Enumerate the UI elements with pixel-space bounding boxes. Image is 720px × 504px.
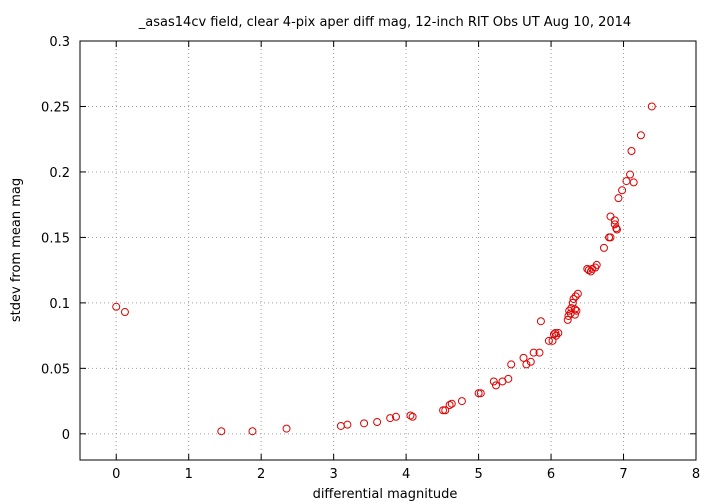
- chart-title: _asas14cv field, clear 4-pix aper diff m…: [138, 15, 631, 30]
- data-point: [248, 427, 257, 436]
- x-tick-label: 6: [547, 467, 555, 482]
- data-point: [592, 260, 601, 269]
- data-point: [360, 419, 369, 428]
- x-tick-label: 4: [402, 467, 410, 482]
- data-point: [439, 406, 448, 415]
- y-tick-label: 0.05: [41, 362, 70, 377]
- data-point: [571, 292, 580, 301]
- data-point: [573, 289, 582, 298]
- x-tick-label: 0: [112, 467, 120, 482]
- data-point: [554, 328, 563, 337]
- grid-lines: [80, 40, 697, 460]
- data-point: [386, 414, 395, 423]
- data-point: [343, 420, 352, 429]
- data-point: [120, 308, 129, 317]
- plot-frame: [79, 40, 697, 461]
- data-point: [570, 310, 579, 319]
- data-point: [507, 360, 516, 369]
- data-point: [457, 397, 466, 406]
- data-point: [618, 186, 627, 195]
- x-tick-labels: 0 1 2 3 4 5 6 7 8: [112, 467, 700, 482]
- data-point: [491, 381, 500, 390]
- data-point: [563, 315, 572, 324]
- x-tick-label: 8: [692, 467, 700, 482]
- data-point: [627, 146, 636, 155]
- axis-ticks: [80, 40, 697, 460]
- x-tick-label: 5: [474, 467, 482, 482]
- data-point: [606, 212, 615, 221]
- y-tick-labels: 0 0.05 0.1 0.15 0.2 0.25 0.3: [41, 35, 70, 443]
- data-point: [569, 294, 578, 303]
- data-point: [391, 412, 400, 421]
- data-point: [112, 302, 121, 311]
- data-point: [552, 331, 561, 340]
- data-point: [544, 336, 553, 345]
- data-point: [373, 418, 382, 427]
- data-point: [447, 399, 456, 408]
- data-point: [217, 427, 226, 436]
- data-point: [504, 374, 513, 383]
- y-tick-label: 0.1: [49, 297, 70, 312]
- data-point: [445, 401, 454, 410]
- y-tick-label: 0: [62, 428, 70, 443]
- data-point: [474, 389, 483, 398]
- data-point: [406, 411, 415, 420]
- x-tick-label: 2: [257, 467, 265, 482]
- data-point: [476, 389, 485, 398]
- data-point: [526, 357, 535, 366]
- data-point: [614, 194, 623, 203]
- data-point: [570, 305, 579, 314]
- data-point: [613, 225, 622, 234]
- data-points: [112, 102, 656, 436]
- data-point: [441, 406, 450, 415]
- data-point: [489, 377, 498, 386]
- data-point: [536, 317, 545, 326]
- y-tick-label: 0.2: [49, 166, 70, 181]
- data-point: [567, 304, 576, 313]
- data-point: [599, 243, 608, 252]
- data-point: [606, 233, 615, 242]
- y-axis-label: stdev from mean mag: [9, 178, 24, 322]
- data-point: [612, 224, 621, 233]
- data-point: [519, 353, 528, 362]
- y-tick-label: 0.25: [41, 100, 70, 115]
- data-point: [629, 178, 638, 187]
- y-tick-label: 0.3: [49, 35, 70, 50]
- y-tick-label: 0.15: [41, 231, 70, 246]
- x-tick-label: 1: [185, 467, 193, 482]
- x-tick-label: 7: [619, 467, 627, 482]
- data-point: [626, 170, 635, 179]
- data-point: [408, 412, 417, 421]
- data-point: [522, 360, 531, 369]
- data-point: [549, 330, 558, 339]
- data-point: [647, 102, 656, 111]
- data-point: [529, 348, 538, 357]
- data-point: [610, 216, 619, 225]
- data-point: [282, 424, 291, 433]
- data-point: [572, 306, 581, 315]
- x-axis-label: differential magnitude: [313, 487, 458, 502]
- data-point: [636, 131, 645, 140]
- x-tick-label: 3: [330, 467, 338, 482]
- data-point: [336, 421, 345, 430]
- data-point: [610, 220, 619, 229]
- data-point: [535, 348, 544, 357]
